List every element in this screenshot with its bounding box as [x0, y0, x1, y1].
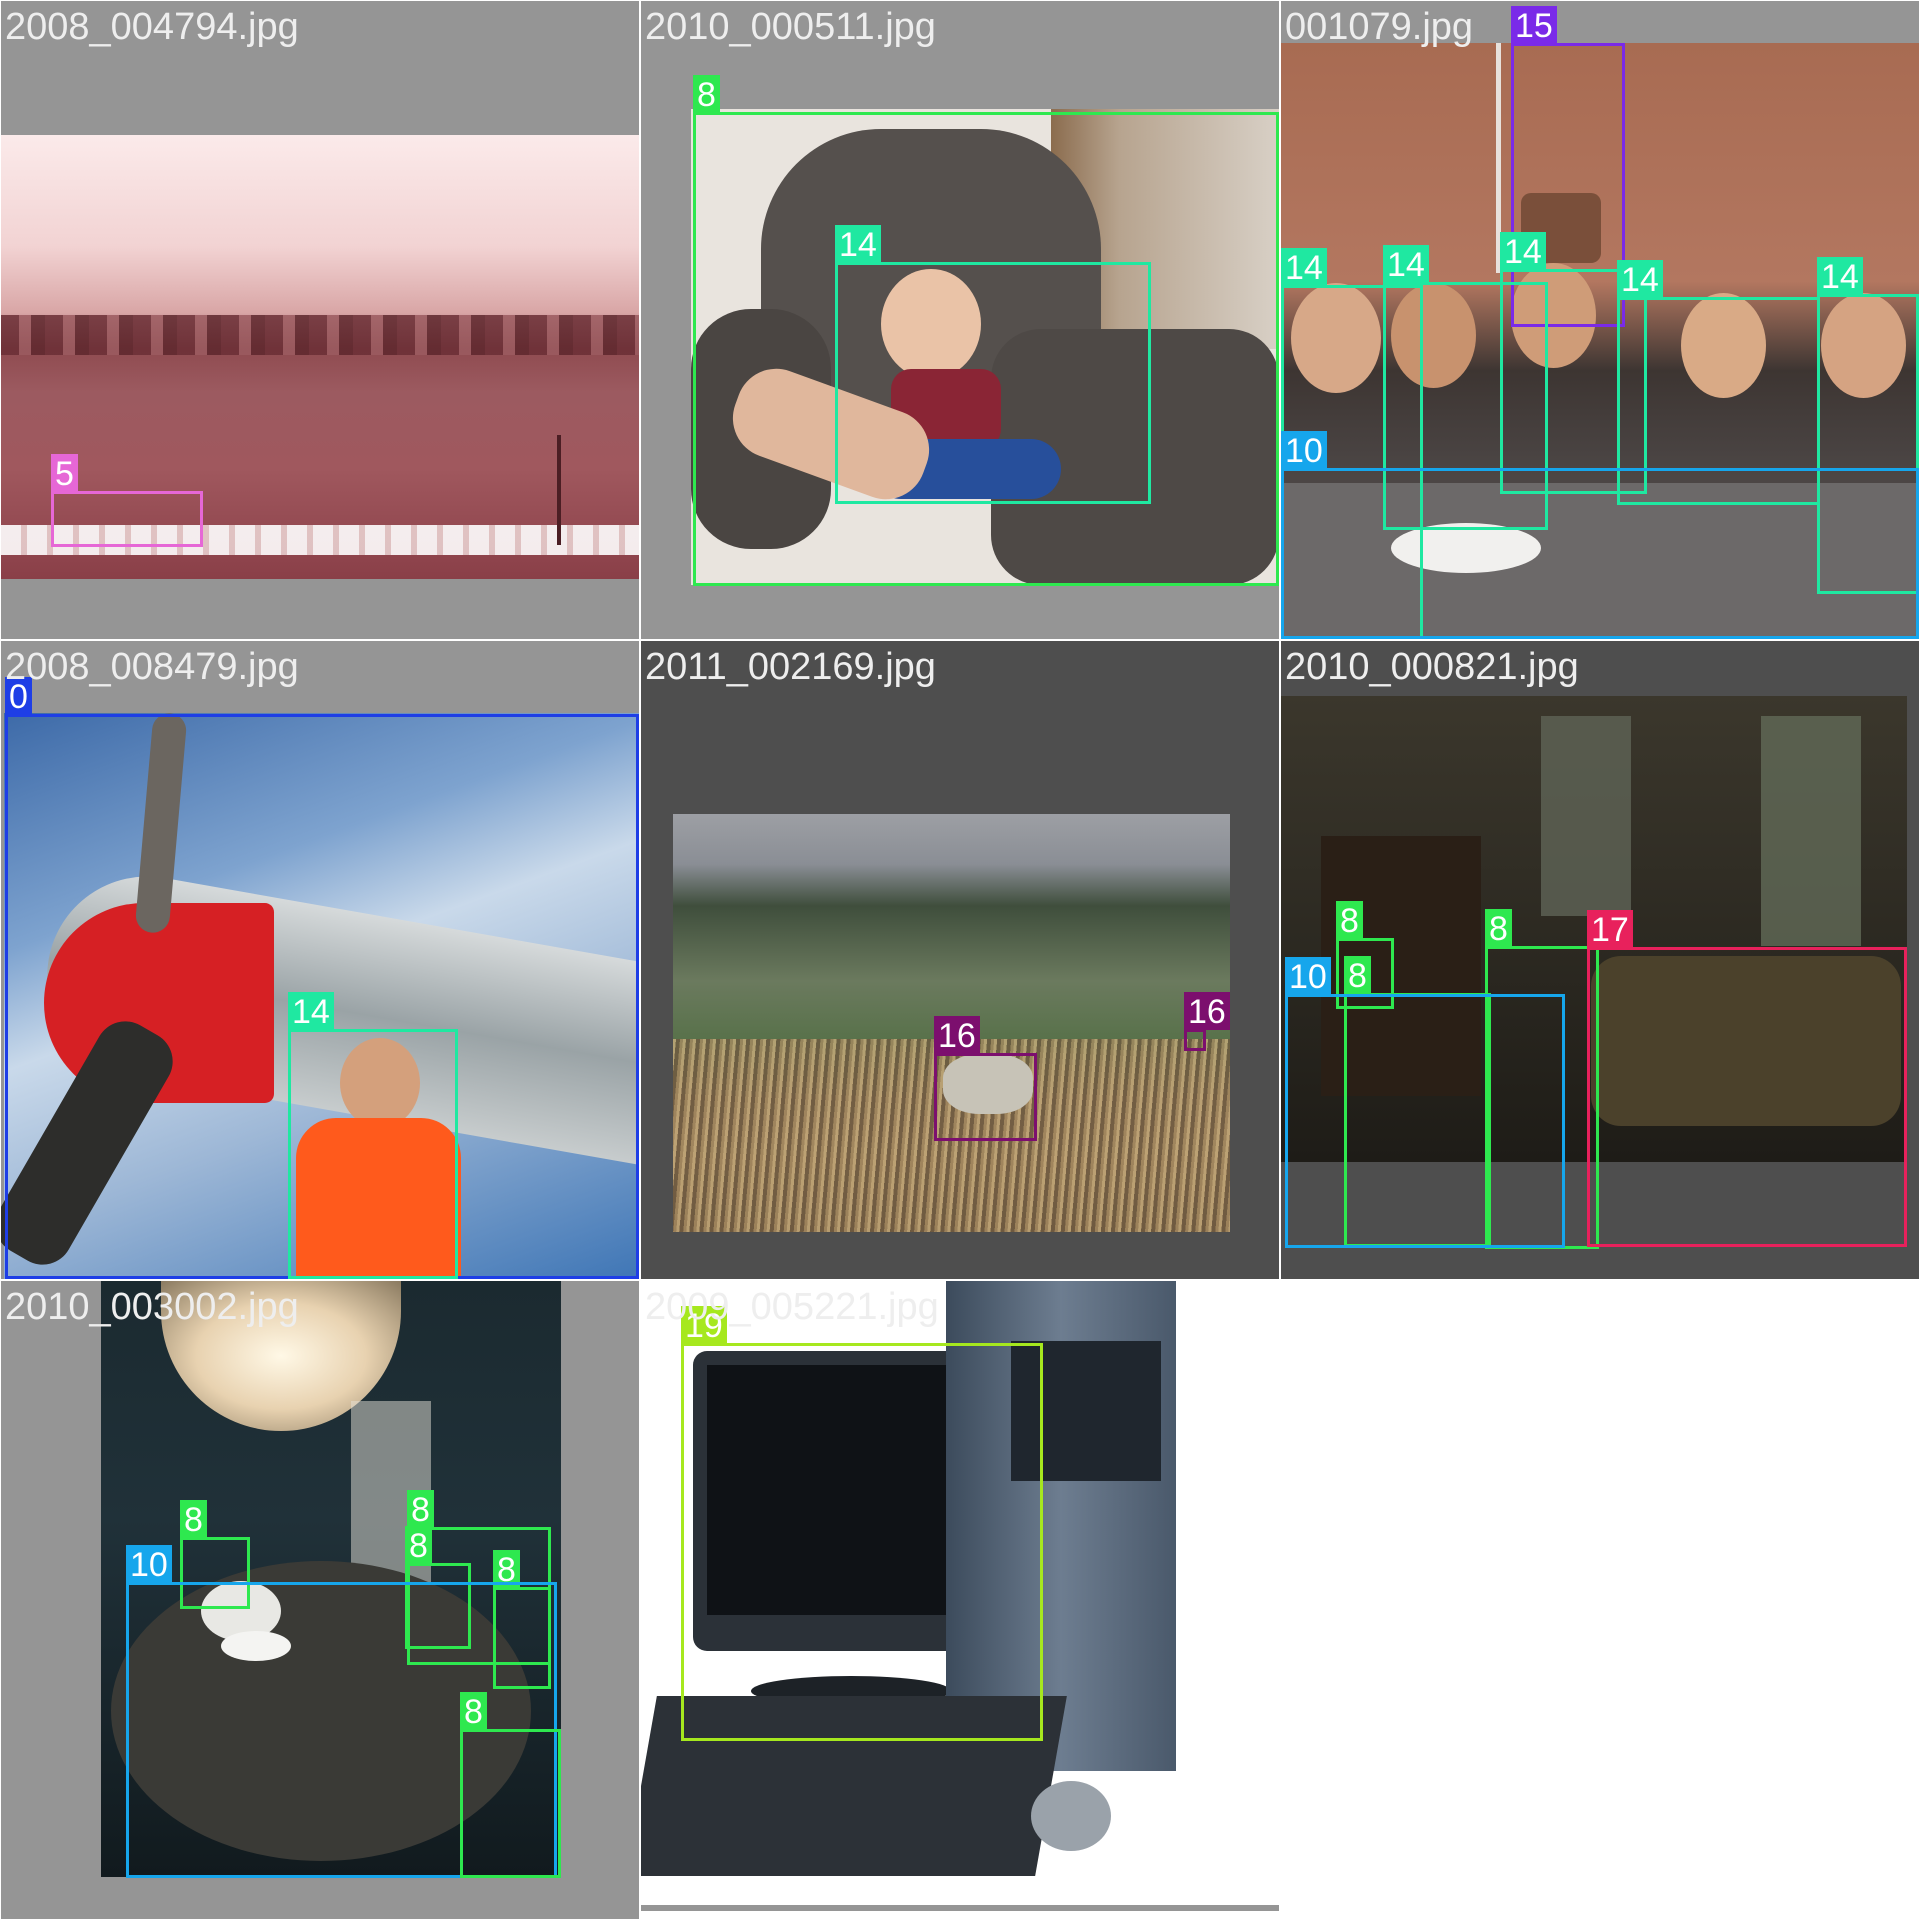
image-filename: 2010_003002.jpg — [5, 1286, 299, 1328]
class-id-label: 8 — [407, 1490, 434, 1529]
detection-box: 14 — [288, 992, 458, 1279]
detection-box: 8 — [1336, 901, 1394, 1009]
mosaic-tile: 2010_000821.jpg 8 8 8 10 17 — [1281, 641, 1919, 1279]
mosaic-tile: 2009_005221.jpg 19 — [641, 1281, 1279, 1919]
mosaic-tile: 2010_003002.jpg 8 8 8 8 10 8 — [1, 1281, 639, 1919]
image-filename: 2008_008479.jpg — [5, 646, 299, 688]
detection-box: 10 — [1285, 957, 1565, 1248]
class-id-label: 8 — [460, 1692, 487, 1731]
detection-box: 8 — [407, 1490, 551, 1665]
class-id-label: 8 — [1344, 956, 1371, 995]
class-id-label: 5 — [51, 454, 78, 493]
detection-box: 8 — [405, 1526, 471, 1649]
class-id-label: 19 — [681, 1306, 727, 1345]
image-filename: 2009_005221.jpg — [645, 1286, 939, 1328]
class-id-label: 15 — [1511, 6, 1557, 45]
image-filename: 2008_004794.jpg — [5, 6, 299, 48]
photo-baby-in-chair — [691, 109, 1279, 585]
image-filename: 2010_000821.jpg — [1285, 646, 1579, 688]
mosaic-tile: 2008_004794.jpg 5 — [1, 1, 639, 639]
class-id-label: 8 — [1485, 909, 1512, 948]
detection-box: 14 — [1617, 260, 1820, 505]
image-filename: 2010_000511.jpg — [645, 6, 936, 48]
class-id-label: 16 — [934, 1016, 980, 1055]
class-id-label: 16 — [1184, 992, 1230, 1031]
mosaic-tile: 001079.jpg 15 14 14 14 14 14 10 — [1281, 1, 1919, 639]
mosaic-tile: 2008_008479.jpg 0 14 — [1, 641, 639, 1279]
image-filename: 001079.jpg — [1285, 6, 1474, 48]
class-id-label: 8 — [493, 1550, 520, 1589]
detection-box: 5 — [51, 454, 203, 547]
class-id-label: 0 — [5, 677, 32, 716]
photo-group-at-table — [1281, 43, 1919, 639]
class-id-label: 8 — [405, 1526, 432, 1565]
detection-box: 14 — [1817, 257, 1919, 594]
detection-box: 8 — [493, 1550, 551, 1689]
class-id-label: 8 — [693, 75, 720, 114]
detection-box: 15 — [1511, 6, 1625, 327]
detection-box: 17 — [1587, 910, 1907, 1247]
photo-dark-living-room — [1281, 696, 1907, 1162]
detection-box: 8 — [693, 75, 1279, 586]
photo-desktop-computer — [641, 1281, 1279, 1911]
class-id-label: 14 — [1383, 245, 1429, 284]
detection-box: 14 — [1383, 245, 1548, 530]
class-id-label: 10 — [1285, 957, 1331, 996]
detection-box: 10 — [1281, 431, 1919, 639]
detection-box: 16 — [934, 1016, 1037, 1141]
class-id-label: 14 — [1500, 232, 1546, 271]
class-id-label: 14 — [1817, 257, 1863, 296]
detection-box: 14 — [835, 225, 1151, 504]
class-id-label: 8 — [1336, 901, 1363, 940]
detection-box: 19 — [681, 1306, 1043, 1741]
class-id-label: 14 — [835, 225, 881, 264]
class-id-label: 14 — [1281, 248, 1327, 287]
image-filename: 2011_002169.jpg — [645, 646, 936, 688]
class-id-label: 14 — [1617, 260, 1663, 299]
detection-box: 8 — [460, 1692, 561, 1878]
mosaic-tile: 2011_002169.jpg 16 16 — [641, 641, 1279, 1279]
class-id-label: 17 — [1587, 910, 1633, 949]
detection-box: 14 — [1500, 232, 1647, 494]
detection-box: 16 — [1184, 992, 1230, 1051]
class-id-label: 10 — [126, 1545, 172, 1584]
mosaic-tile: 2010_000511.jpg 8 14 — [641, 1, 1279, 639]
class-id-label: 10 — [1281, 431, 1327, 470]
photo-landscape-sepia — [1, 135, 639, 579]
class-id-label: 8 — [180, 1500, 207, 1539]
class-id-label: 14 — [288, 992, 334, 1031]
detection-box: 8 — [180, 1500, 250, 1609]
